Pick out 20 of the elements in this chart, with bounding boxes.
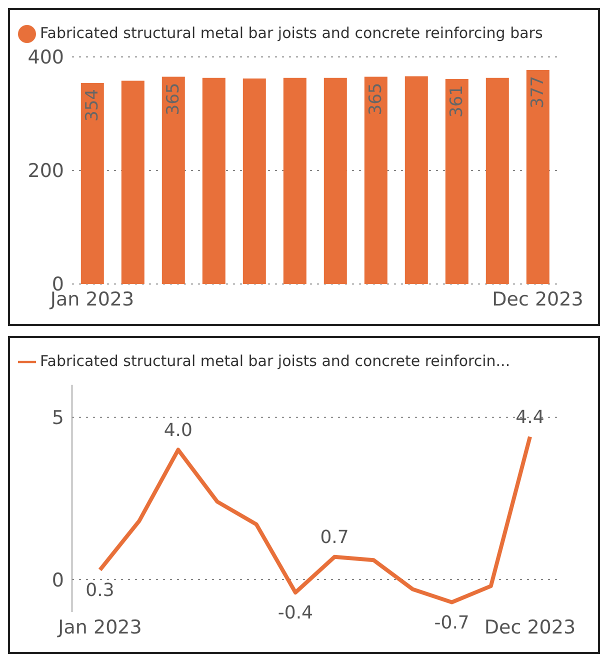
y-tick-label: 0 bbox=[52, 569, 64, 592]
data-label: -0.7 bbox=[434, 612, 470, 634]
data-label: -0.4 bbox=[278, 602, 314, 624]
x-tick-label: Jan 2023 bbox=[57, 616, 142, 638]
data-label: 361 bbox=[446, 85, 467, 118]
data-label: 354 bbox=[82, 89, 102, 122]
data-label: 365 bbox=[163, 82, 184, 116]
data-label: 0.7 bbox=[320, 526, 349, 548]
data-label: 0.3 bbox=[86, 580, 114, 601]
y-tick-label: 400 bbox=[28, 46, 64, 69]
data-label: 377 bbox=[528, 76, 548, 108]
x-tick-label: Dec 2023 bbox=[492, 288, 584, 310]
legend-label: Fabricated structural metal bar joists and concrete reinforcin... bbox=[40, 352, 510, 370]
y-tick-label: 5 bbox=[52, 407, 64, 430]
x-tick-label: Dec 2023 bbox=[484, 616, 576, 638]
data-label: 4.0 bbox=[164, 420, 192, 441]
y-tick-label: 200 bbox=[28, 160, 64, 182]
data-label: 4.4 bbox=[516, 406, 544, 428]
data-label: 365 bbox=[366, 82, 386, 116]
legend-label: Fabricated structural metal bar joists and concrete reinforcing bars bbox=[40, 24, 543, 42]
